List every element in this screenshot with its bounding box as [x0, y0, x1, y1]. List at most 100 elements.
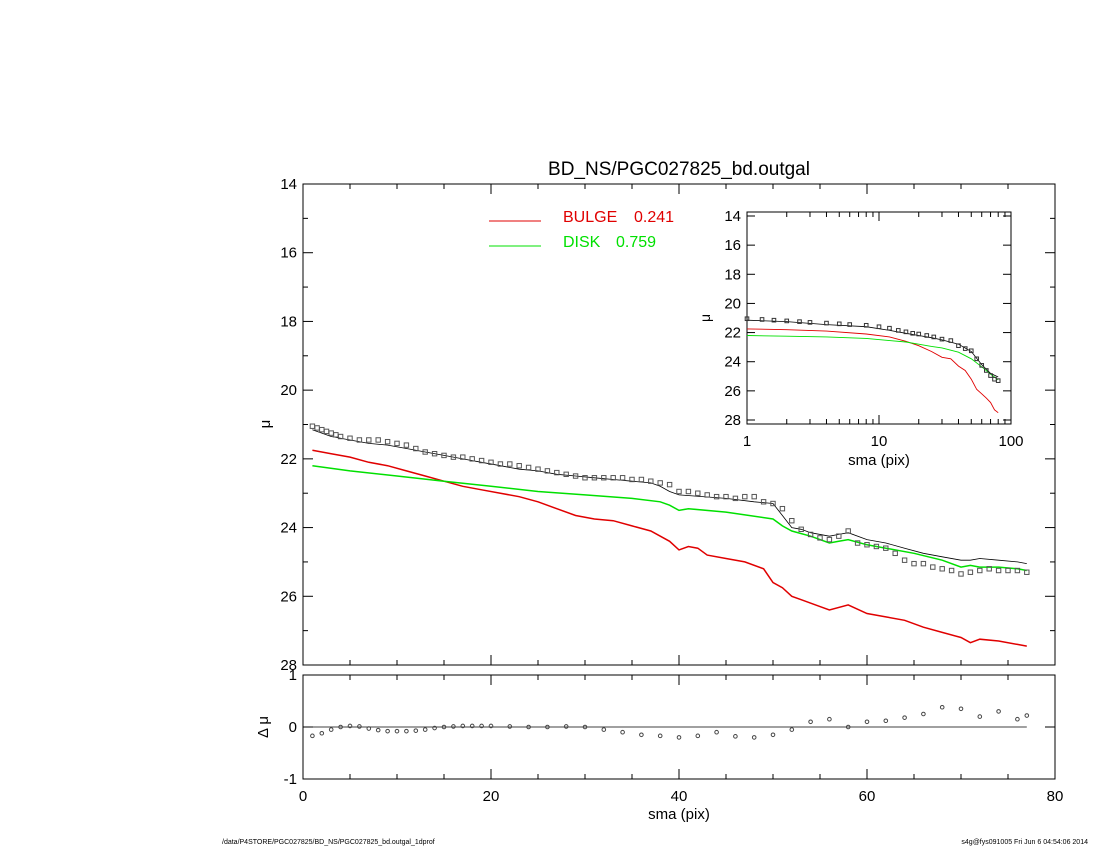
residual-point	[864, 719, 870, 725]
residual-point	[338, 724, 343, 730]
data-point	[864, 542, 870, 548]
data-point	[939, 566, 945, 572]
inset-y-tick-label: 16	[724, 237, 741, 254]
inset-y-tick-label: 20	[724, 295, 741, 312]
inset-y-tick-label: 18	[724, 266, 741, 283]
residual-point	[469, 723, 475, 729]
inset-data-point	[876, 324, 882, 330]
residual-point	[460, 723, 466, 729]
data-point	[347, 435, 353, 441]
residual-x-tick-label: 20	[483, 788, 500, 805]
residual-point	[808, 719, 813, 725]
data-point	[314, 425, 320, 431]
residual-x-tick-label: 40	[671, 788, 688, 805]
residual-point	[751, 735, 757, 740]
data-point	[704, 492, 710, 498]
data-point	[685, 488, 692, 495]
residual-point	[545, 724, 550, 730]
data-point	[441, 452, 447, 459]
inset-data-point	[887, 325, 892, 331]
legend-disk-name: DISK	[563, 234, 601, 251]
data-point	[958, 571, 964, 577]
residual-point	[488, 723, 494, 729]
main-y-tick-label: 16	[280, 245, 297, 262]
data-point	[497, 461, 504, 467]
inset-data-point	[916, 331, 922, 337]
residual-point	[582, 724, 588, 730]
inset-y-tick-label: 22	[724, 325, 741, 342]
main-series-layer	[309, 423, 1030, 647]
residual-x-tick-label: 0	[299, 788, 307, 805]
data-point	[883, 545, 889, 551]
inset-data-point	[744, 316, 750, 322]
data-point	[460, 454, 466, 460]
residual-point	[733, 734, 738, 739]
residual-point	[883, 718, 889, 724]
data-point	[554, 469, 560, 476]
inset-data-point	[807, 320, 813, 325]
residual-x-tick-label: 80	[1047, 788, 1064, 805]
residual-point	[695, 733, 701, 739]
inset-data-point	[984, 368, 989, 373]
residual-series-layer	[303, 704, 1030, 740]
data-point	[948, 567, 955, 574]
residual-point	[432, 725, 437, 731]
residual-point	[845, 724, 851, 730]
main-profile-panel: BD_NS/PGC027825_bd.outgal 14 16 18 20 22 24 26…	[257, 159, 1056, 674]
residual-point	[921, 711, 926, 717]
inset-data-point	[924, 333, 930, 338]
data-point	[977, 567, 983, 574]
residual-point	[394, 728, 400, 734]
data-point	[666, 481, 673, 488]
data-point	[319, 426, 325, 433]
inset-data-point	[759, 317, 765, 322]
data-point	[478, 457, 485, 464]
residual-point	[676, 735, 682, 740]
data-point	[995, 567, 1002, 574]
data-point	[384, 438, 391, 445]
data-point	[967, 569, 974, 575]
data-point	[817, 535, 823, 541]
data-point	[450, 454, 457, 460]
residual-point	[479, 723, 484, 729]
residual-point	[657, 733, 663, 739]
inset-data-point	[974, 356, 980, 362]
residual-point	[939, 704, 945, 710]
inset-bulge-line	[746, 328, 999, 414]
data-point	[394, 440, 400, 447]
inset-y-tick-label: 14	[724, 208, 741, 225]
data-point	[544, 468, 551, 474]
inset-y-tick-label: 24	[724, 354, 741, 371]
data-point	[845, 528, 851, 534]
data-point	[901, 557, 908, 563]
residual-point	[319, 730, 325, 736]
residual-point	[639, 732, 644, 738]
data-point	[535, 466, 541, 472]
data-point	[760, 499, 767, 505]
residual-point	[902, 715, 907, 720]
residual-y-tick-label: 0	[289, 719, 297, 736]
footer-file-path: /data/P4STORE/PGC027825/BD_NS/PGC027825_…	[222, 839, 435, 846]
residual-point	[357, 724, 362, 729]
residual-y-tick-label: 1	[289, 667, 297, 684]
legend: BULGE 0.241 DISK 0.759	[489, 209, 674, 251]
residual-point	[601, 727, 607, 732]
data-point	[525, 464, 532, 471]
model-total-line	[312, 429, 1027, 564]
residual-point	[404, 728, 409, 734]
inset-data-point	[910, 331, 915, 336]
legend-bulge-value: 0.241	[634, 209, 674, 226]
data-point	[591, 475, 598, 481]
data-point	[930, 564, 936, 570]
inset-data-point	[863, 322, 869, 328]
residual-y-axis-label: Δ μ	[255, 716, 272, 738]
data-point	[337, 433, 344, 440]
data-point	[751, 493, 757, 500]
data-point	[619, 475, 626, 481]
main-axis-ticks: 14 16 18 20 22 24 26 28	[280, 176, 1056, 674]
data-point	[323, 428, 330, 435]
inset-x-axis-label: sma (pix)	[848, 452, 910, 469]
inset-y-axis-label: μ	[697, 314, 713, 322]
data-point	[648, 478, 654, 484]
inset-y-tick-label: 26	[724, 383, 741, 400]
